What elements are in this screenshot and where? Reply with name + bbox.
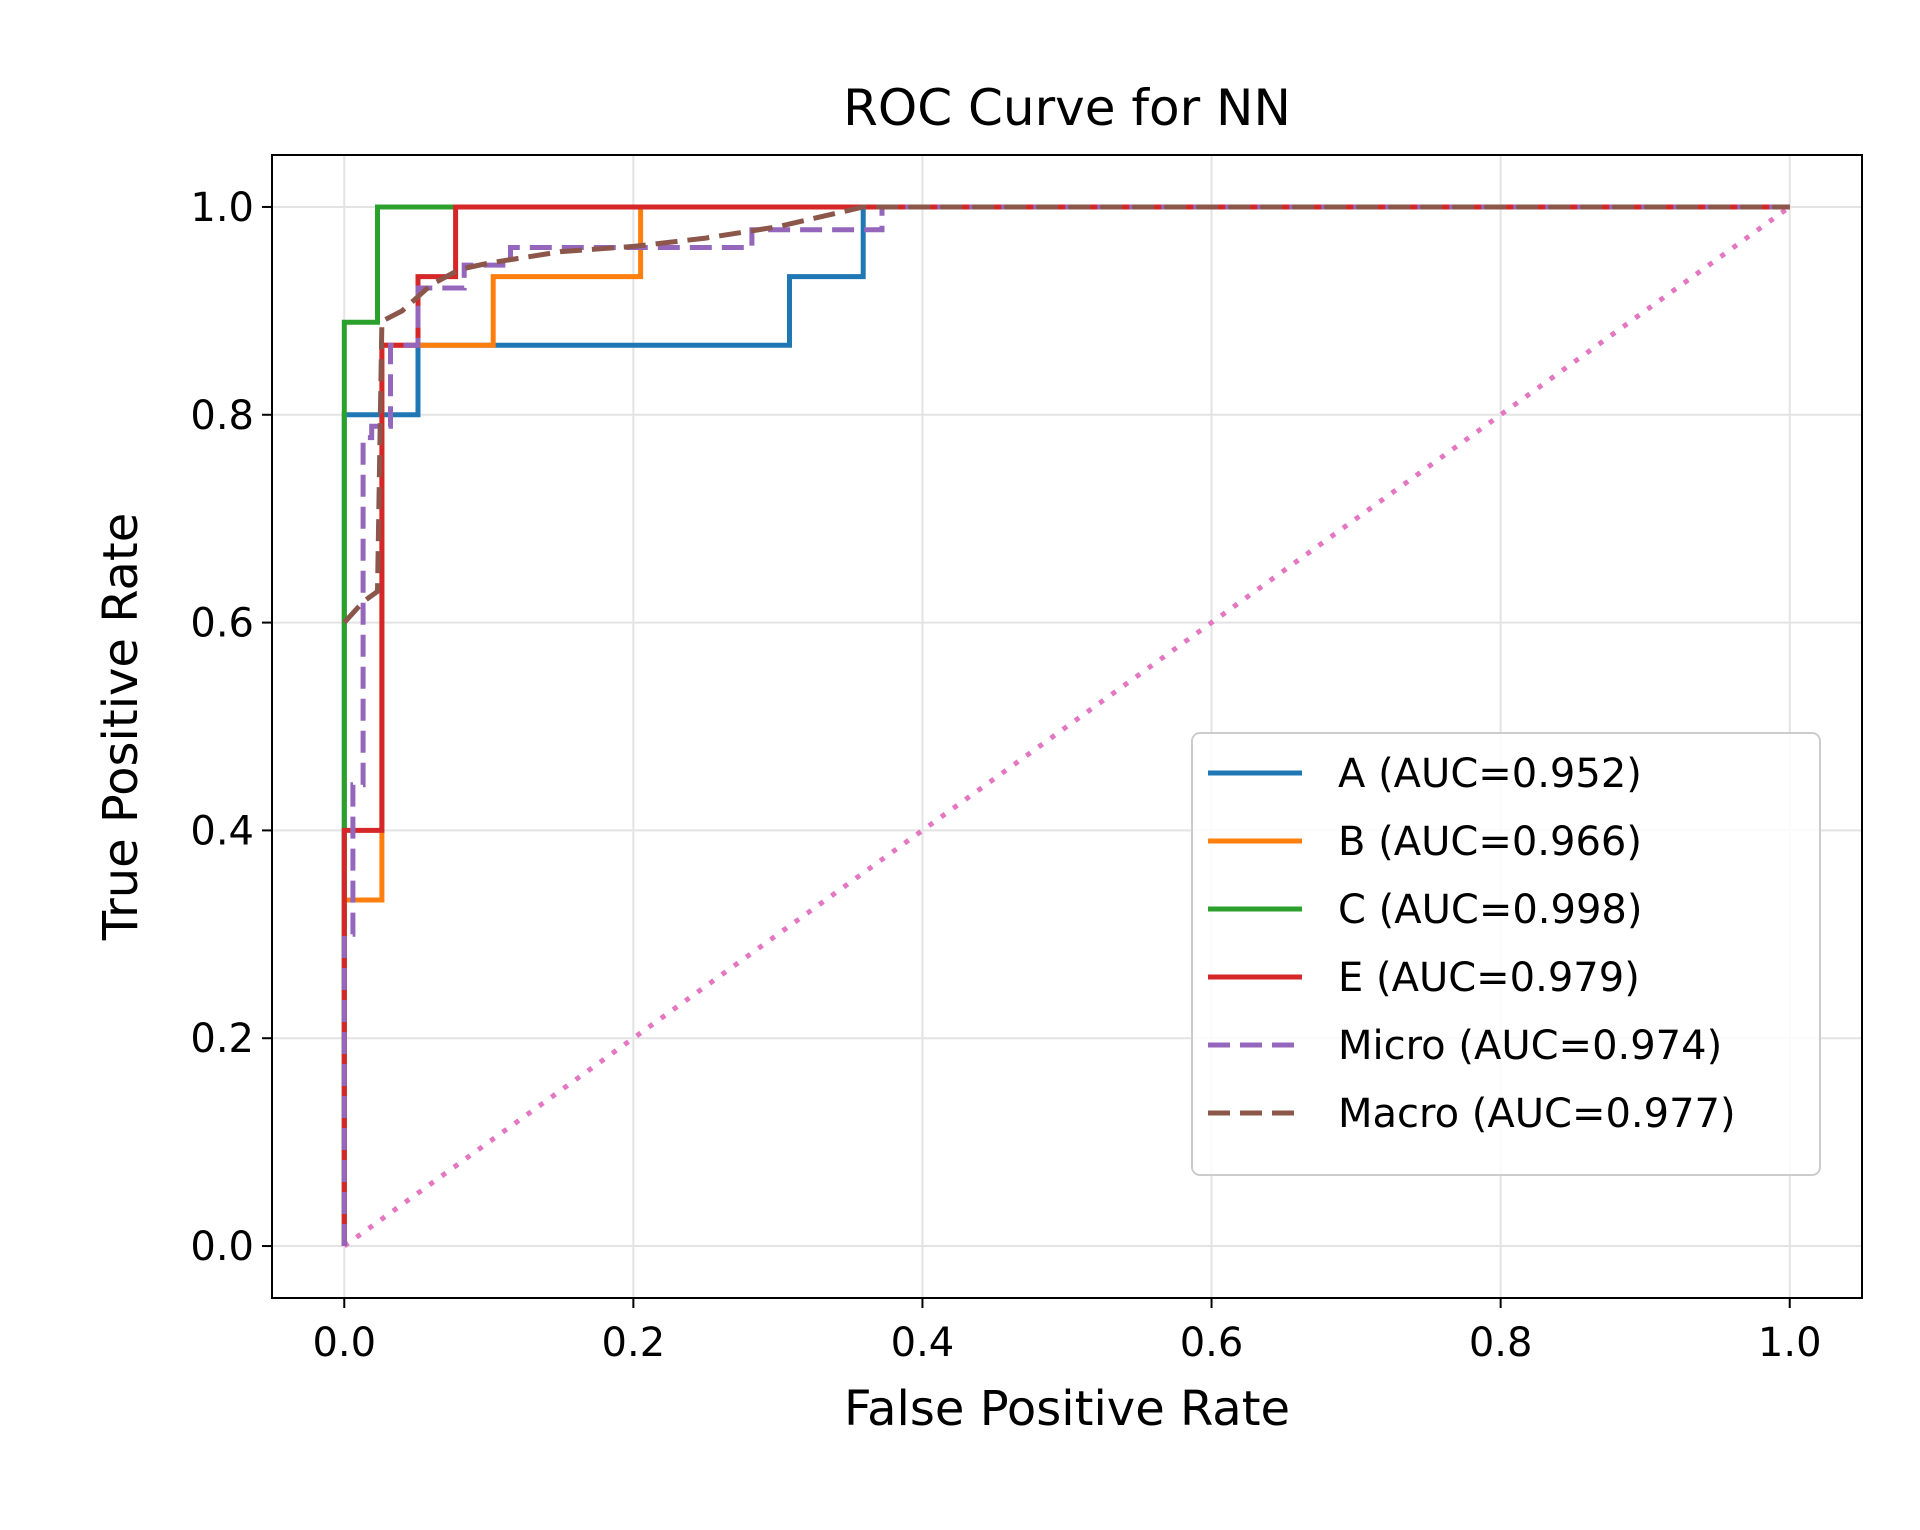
plot-frame	[271, 154, 1863, 1299]
axis-ticks: 0.0 0.2 0.4 0.6 0.8 1.0 0.0 0.2 0.4 0.6 0.8 1.0	[190, 185, 1821, 1366]
legend-box	[1191, 732, 1821, 1176]
series-line-micro	[341, 204, 1790, 1246]
x-tick-label: 0.6	[1180, 1320, 1244, 1366]
x-tick-label: 1.0	[1758, 1320, 1822, 1366]
legend: A (AUC=0.952) B (AUC=0.966) C (AUC=0.998) E…	[1191, 732, 1821, 1176]
y-tick-label: 0.8	[190, 393, 254, 439]
x-tick-label: 0.0	[312, 1320, 376, 1366]
y-tick-label: 0.0	[190, 1224, 254, 1270]
grid	[272, 155, 1862, 1298]
series-layer	[341, 204, 1792, 1249]
y-axis-label: True Positive Rate	[93, 513, 149, 942]
legend-label: A (AUC=0.952)	[1338, 751, 1642, 797]
series-line-macro	[342, 204, 1790, 625]
y-tick-label: 0.4	[190, 808, 254, 854]
chart-title: ROC Curve for NN	[843, 79, 1291, 137]
y-tick-label: 0.2	[190, 1016, 254, 1062]
legend-label: Micro (AUC=0.974)	[1338, 1023, 1722, 1069]
legend-label: B (AUC=0.966)	[1338, 819, 1642, 865]
legend-label: Macro (AUC=0.977)	[1338, 1091, 1736, 1137]
legend-label: E (AUC=0.979)	[1338, 955, 1640, 1001]
x-tick-label: 0.4	[891, 1320, 955, 1366]
x-tick-label: 0.8	[1469, 1320, 1533, 1366]
x-axis-label: False Positive Rate	[844, 1381, 1290, 1437]
series-line-b	[341, 204, 1790, 1246]
y-tick-label: 0.6	[190, 601, 254, 647]
legend-label: C (AUC=0.998)	[1338, 887, 1642, 933]
y-tick-label: 1.0	[190, 185, 254, 231]
x-tick-label: 0.2	[602, 1320, 666, 1366]
